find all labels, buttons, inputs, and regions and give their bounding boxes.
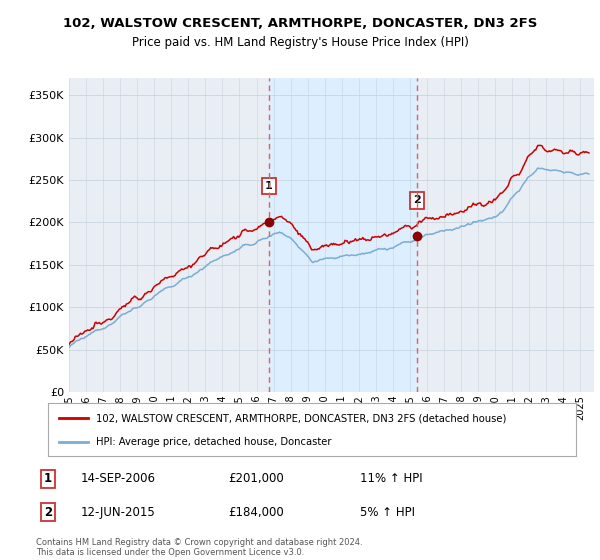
Text: £184,000: £184,000: [228, 506, 284, 519]
Text: 5% ↑ HPI: 5% ↑ HPI: [360, 506, 415, 519]
Text: HPI: Average price, detached house, Doncaster: HPI: Average price, detached house, Donc…: [95, 436, 331, 446]
Text: 1: 1: [44, 472, 52, 486]
Text: 102, WALSTOW CRESCENT, ARMTHORPE, DONCASTER, DN3 2FS: 102, WALSTOW CRESCENT, ARMTHORPE, DONCAS…: [63, 17, 537, 30]
Text: Contains HM Land Registry data © Crown copyright and database right 2024.
This d: Contains HM Land Registry data © Crown c…: [36, 538, 362, 557]
Text: Price paid vs. HM Land Registry's House Price Index (HPI): Price paid vs. HM Land Registry's House …: [131, 36, 469, 49]
Text: 1: 1: [265, 181, 272, 191]
Text: 14-SEP-2006: 14-SEP-2006: [81, 472, 156, 486]
Text: £201,000: £201,000: [228, 472, 284, 486]
Text: 2: 2: [413, 195, 421, 206]
Text: 2: 2: [44, 506, 52, 519]
Text: 12-JUN-2015: 12-JUN-2015: [81, 506, 156, 519]
Text: 11% ↑ HPI: 11% ↑ HPI: [360, 472, 422, 486]
Bar: [269, 78, 418, 392]
Text: 102, WALSTOW CRESCENT, ARMTHORPE, DONCASTER, DN3 2FS (detached house): 102, WALSTOW CRESCENT, ARMTHORPE, DONCAS…: [95, 413, 506, 423]
